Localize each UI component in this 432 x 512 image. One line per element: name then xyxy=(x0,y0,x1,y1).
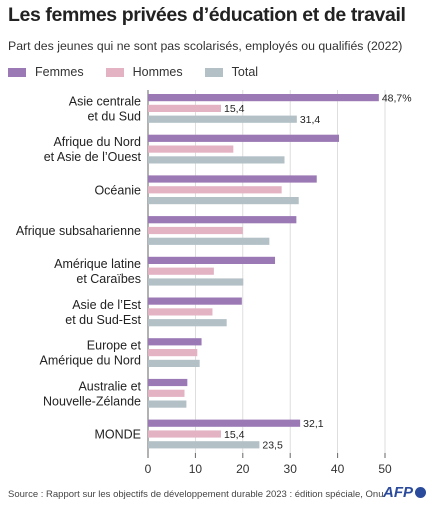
bar-hommes xyxy=(148,430,221,438)
bar-total xyxy=(148,115,297,123)
chart-title: Les femmes privées d’éducation et de tra… xyxy=(8,4,406,26)
x-tick-label: 0 xyxy=(145,462,152,476)
bar-hommes xyxy=(148,226,243,235)
bar-total xyxy=(148,400,187,408)
legend-label-hommes: Hommes xyxy=(132,65,183,79)
data-label: 48,7% xyxy=(382,92,412,104)
bar-total xyxy=(148,319,227,327)
legend-swatch-femmes xyxy=(8,67,26,77)
data-label: 32,1 xyxy=(303,418,324,430)
category-label: Asie centrale xyxy=(69,94,141,108)
bar-hommes xyxy=(148,267,214,275)
category-label: et du Sud xyxy=(87,109,141,123)
category-label: Amérique du Nord xyxy=(40,354,141,368)
legend: Femmes Hommes Total xyxy=(8,65,280,79)
bar-femmes xyxy=(148,338,202,346)
bar-total xyxy=(148,237,270,245)
x-tick-label: 20 xyxy=(236,462,250,476)
legend-item-total: Total xyxy=(204,65,259,79)
bar-total xyxy=(148,441,260,449)
bar-total xyxy=(148,156,285,164)
bar-femmes xyxy=(148,297,242,305)
bar-femmes xyxy=(148,175,317,183)
data-label: 15,4 xyxy=(224,103,245,115)
category-label: Afrique subsaharienne xyxy=(16,224,141,238)
data-label: 31,4 xyxy=(300,114,321,126)
legend-item-femmes: Femmes xyxy=(8,65,84,79)
bar-femmes xyxy=(148,256,276,264)
bar-hommes xyxy=(148,145,234,153)
afp-logo-mark xyxy=(415,487,426,498)
bar-total xyxy=(148,278,244,286)
bar-hommes xyxy=(148,389,185,397)
x-tick-label: 30 xyxy=(284,462,298,476)
bar-femmes xyxy=(148,419,301,427)
legend-swatch-hommes xyxy=(105,67,124,77)
category-label: et Asie de l’Ouest xyxy=(44,150,142,164)
x-tick-label: 40 xyxy=(331,462,345,476)
bar-femmes xyxy=(148,216,297,224)
category-label: Amérique latine xyxy=(54,257,141,271)
bar-hommes xyxy=(148,186,282,194)
bar-femmes xyxy=(148,94,379,102)
category-label: Nouvelle-Zélande xyxy=(43,394,141,408)
bar-hommes xyxy=(148,104,221,112)
data-label: 23,5 xyxy=(262,440,283,452)
legend-label-total: Total xyxy=(231,65,259,79)
bar-hommes xyxy=(148,308,213,316)
legend-label-femmes: Femmes xyxy=(35,65,84,79)
bar-hommes xyxy=(148,349,198,357)
category-label: MONDE xyxy=(94,428,141,442)
category-label: Océanie xyxy=(94,183,141,197)
category-label: Australie et xyxy=(78,379,141,393)
legend-item-hommes: Hommes xyxy=(105,65,183,79)
x-tick-label: 10 xyxy=(189,462,203,476)
category-label: Afrique du Nord xyxy=(53,135,141,149)
category-label: et Caraïbes xyxy=(76,272,141,286)
category-label: Asie de l’Est xyxy=(72,298,141,312)
category-label: et du Sud-Est xyxy=(65,313,141,327)
bar-femmes xyxy=(148,134,340,142)
legend-swatch-total xyxy=(204,67,223,77)
category-label: Europe et xyxy=(87,339,142,353)
source-note: Source : Rapport sur les objectifs de dé… xyxy=(8,489,384,500)
chart-subtitle: Part des jeunes qui ne sont pas scolaris… xyxy=(8,39,403,53)
x-tick-label: 50 xyxy=(378,462,392,476)
data-label: 15,4 xyxy=(224,429,245,441)
bar-femmes xyxy=(148,378,188,387)
afp-logo: AFP xyxy=(383,484,426,501)
afp-logo-text: AFP xyxy=(383,484,413,501)
bar-total xyxy=(148,197,299,205)
bar-total xyxy=(148,359,200,367)
